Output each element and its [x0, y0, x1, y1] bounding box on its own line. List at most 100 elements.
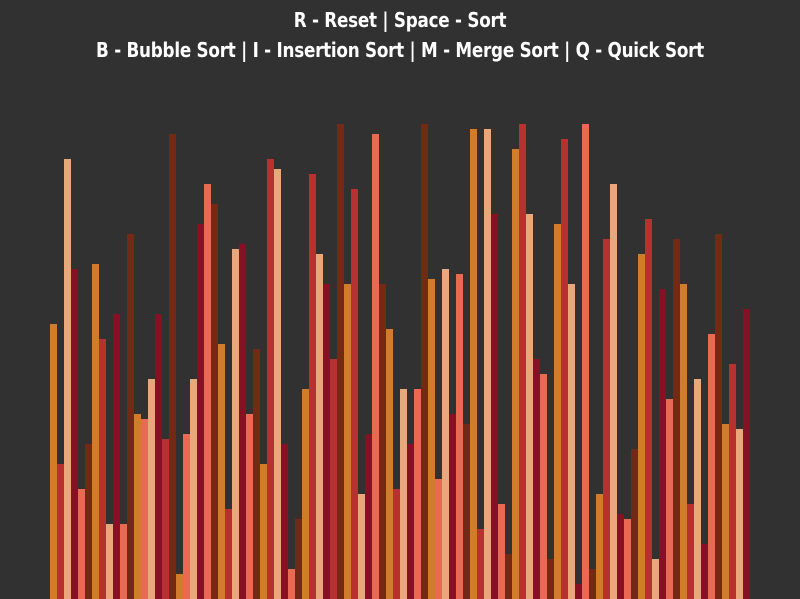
- array-bar: [722, 424, 729, 599]
- array-bar: [106, 524, 113, 599]
- array-bar: [330, 359, 337, 599]
- array-bar: [645, 219, 652, 599]
- array-bar: [624, 519, 631, 599]
- array-bar: [638, 254, 645, 599]
- array-bar: [582, 124, 589, 599]
- array-bar: [736, 429, 743, 599]
- array-bar: [148, 379, 155, 599]
- array-bar: [127, 234, 134, 599]
- array-bar: [659, 289, 666, 599]
- array-bar: [589, 569, 596, 599]
- array-bar: [428, 279, 435, 599]
- array-bar: [85, 444, 92, 599]
- array-bar: [540, 374, 547, 599]
- array-bar: [50, 324, 57, 599]
- array-bar: [554, 224, 561, 599]
- array-bar: [64, 159, 71, 599]
- array-bar: [274, 169, 281, 599]
- array-bar: [533, 359, 540, 599]
- array-bar: [708, 334, 715, 599]
- array-bar: [372, 134, 379, 599]
- array-bar: [449, 414, 456, 599]
- array-bar: [92, 264, 99, 599]
- array-bar: [568, 284, 575, 599]
- array-bar: [358, 494, 365, 599]
- array-bar: [603, 239, 610, 599]
- array-bar: [78, 489, 85, 599]
- array-bar: [617, 514, 624, 599]
- array-bar: [309, 174, 316, 599]
- array-bar: [71, 269, 78, 599]
- array-bar: [218, 344, 225, 599]
- array-bar: [204, 184, 211, 599]
- array-bar: [456, 274, 463, 599]
- array-bar: [260, 464, 267, 599]
- array-bar: [176, 574, 183, 599]
- array-bar: [134, 414, 141, 599]
- array-bar: [673, 239, 680, 599]
- array-bar: [288, 569, 295, 599]
- array-bar: [610, 184, 617, 599]
- array-bar: [519, 124, 526, 599]
- array-bar: [652, 559, 659, 599]
- array-bar: [197, 224, 204, 599]
- array-bar: [631, 449, 638, 599]
- array-bar: [701, 544, 708, 599]
- array-bar: [365, 434, 372, 599]
- array-bar: [498, 504, 505, 599]
- array-bar: [113, 314, 120, 599]
- array-bar: [400, 389, 407, 599]
- array-bar: [316, 254, 323, 599]
- array-bar: [505, 554, 512, 599]
- array-bar: [547, 559, 554, 599]
- array-bar: [155, 314, 162, 599]
- array-bar: [267, 159, 274, 599]
- array-bar: [295, 519, 302, 599]
- array-bar: [421, 124, 428, 599]
- array-bar: [141, 419, 148, 599]
- array-bar: [344, 284, 351, 599]
- array-bar: [120, 524, 127, 599]
- array-bar: [687, 504, 694, 599]
- array-bar: [435, 479, 442, 599]
- array-bar: [414, 389, 421, 599]
- array-bar: [337, 124, 344, 599]
- array-bar: [393, 489, 400, 599]
- array-bar: [477, 529, 484, 599]
- array-bar: [281, 444, 288, 599]
- array-bar: [232, 249, 239, 599]
- array-bar: [323, 284, 330, 599]
- array-bar: [386, 329, 393, 599]
- array-bar: [463, 424, 470, 599]
- array-bar: [225, 509, 232, 599]
- array-bar: [246, 414, 253, 599]
- array-bar: [680, 284, 687, 599]
- array-bar: [561, 139, 568, 599]
- array-bar: [302, 389, 309, 599]
- array-bar: [715, 234, 722, 599]
- array-bar: [239, 244, 246, 599]
- array-bar: [575, 584, 582, 599]
- array-bar: [169, 134, 176, 599]
- array-bar: [596, 494, 603, 599]
- array-bar: [729, 364, 736, 599]
- array-bar: [484, 129, 491, 599]
- array-bar: [694, 379, 701, 599]
- array-bar: [351, 189, 358, 599]
- controls-hint-algorithms: B - Bubble Sort | I - Insertion Sort | M…: [96, 38, 704, 62]
- array-bar: [253, 349, 260, 599]
- controls-hint-reset-sort: R - Reset | Space - Sort: [293, 8, 507, 32]
- array-bar: [666, 399, 673, 599]
- array-bar: [190, 379, 197, 599]
- array-bar: [512, 149, 519, 599]
- array-bar: [57, 464, 64, 599]
- array-bar: [407, 444, 414, 599]
- array-bar: [470, 129, 477, 599]
- array-bar: [99, 339, 106, 599]
- array-bar: [526, 214, 533, 599]
- array-bar: [743, 309, 750, 599]
- array-bar: [162, 439, 169, 599]
- array-bar: [211, 204, 218, 599]
